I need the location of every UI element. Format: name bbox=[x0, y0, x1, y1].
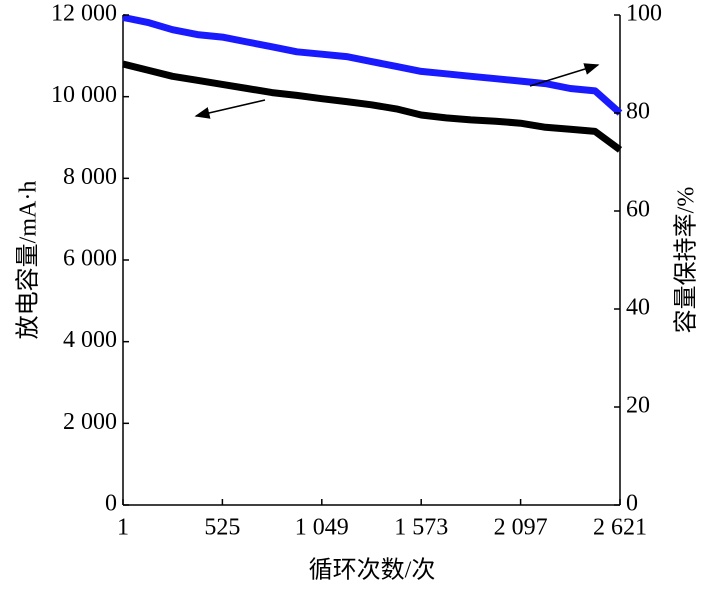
y-tick-label: 6 000 bbox=[63, 246, 117, 272]
series-line bbox=[122, 13, 623, 116]
y-tick-label: 8 000 bbox=[63, 164, 117, 190]
y-tick-label: 12 000 bbox=[51, 1, 117, 27]
y2-tick-label: 40 bbox=[626, 295, 650, 321]
x-tick-label: 1 bbox=[117, 515, 129, 541]
x-tick-label: 2 621 bbox=[593, 515, 647, 541]
y-axis-label: 放电容量/mA·h bbox=[15, 181, 42, 340]
y-tick-label: 4 000 bbox=[63, 327, 117, 353]
series-line bbox=[122, 60, 623, 153]
y2-axis-label: 容量保持率/% bbox=[673, 187, 700, 334]
x-tick-label: 1 049 bbox=[295, 515, 349, 541]
plot bbox=[122, 13, 623, 153]
arrow-left bbox=[194, 99, 266, 119]
x-tick-label: 525 bbox=[204, 515, 240, 541]
x-tick-label: 1 573 bbox=[394, 515, 448, 541]
y-tick-label: 0 bbox=[105, 491, 117, 517]
y-tick-label: 2 000 bbox=[63, 409, 117, 435]
y2-tick-label: 60 bbox=[626, 197, 650, 223]
y2-tick-label: 80 bbox=[626, 99, 650, 125]
y-tick-label: 10 000 bbox=[51, 82, 117, 108]
y2-tick-label: 100 bbox=[626, 1, 662, 27]
arrow-right bbox=[529, 63, 600, 87]
x-tick-label: 2 097 bbox=[494, 515, 548, 541]
y2-tick-label: 20 bbox=[626, 393, 650, 419]
y2-tick-label: 0 bbox=[626, 491, 638, 517]
x-axis-label: 循环次数/次 bbox=[309, 557, 436, 584]
